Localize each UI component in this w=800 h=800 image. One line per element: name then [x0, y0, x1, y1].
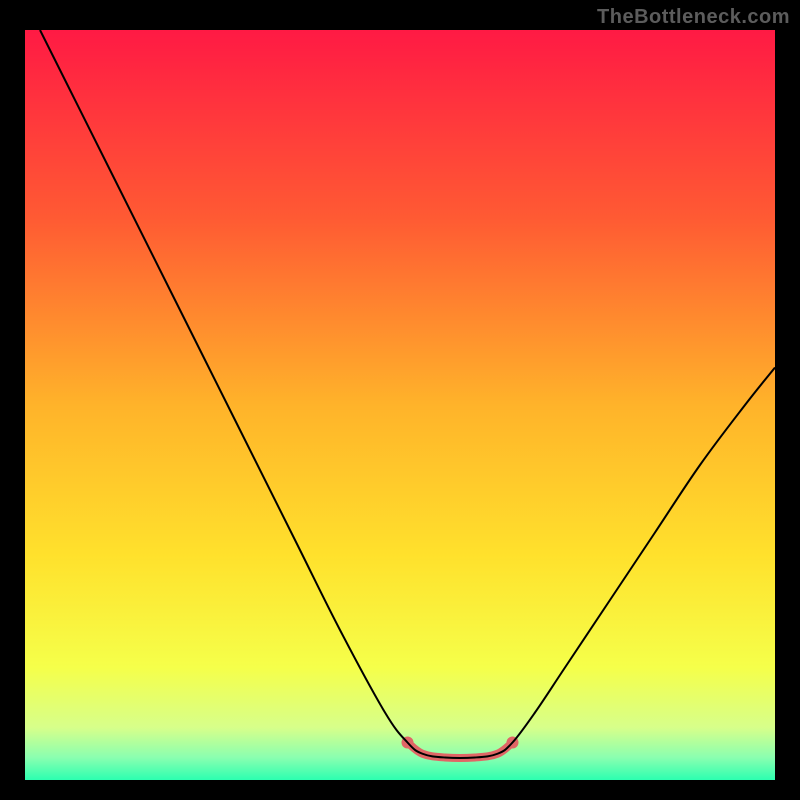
chart-plot-area: [25, 30, 775, 785]
highlight-curve: [408, 743, 513, 759]
stage: TheBottleneck.com: [0, 0, 800, 800]
chart-curves: [25, 30, 775, 780]
main-curve: [40, 30, 775, 758]
endpoint-markers: [402, 737, 519, 749]
watermark-text: TheBottleneck.com: [597, 6, 790, 29]
